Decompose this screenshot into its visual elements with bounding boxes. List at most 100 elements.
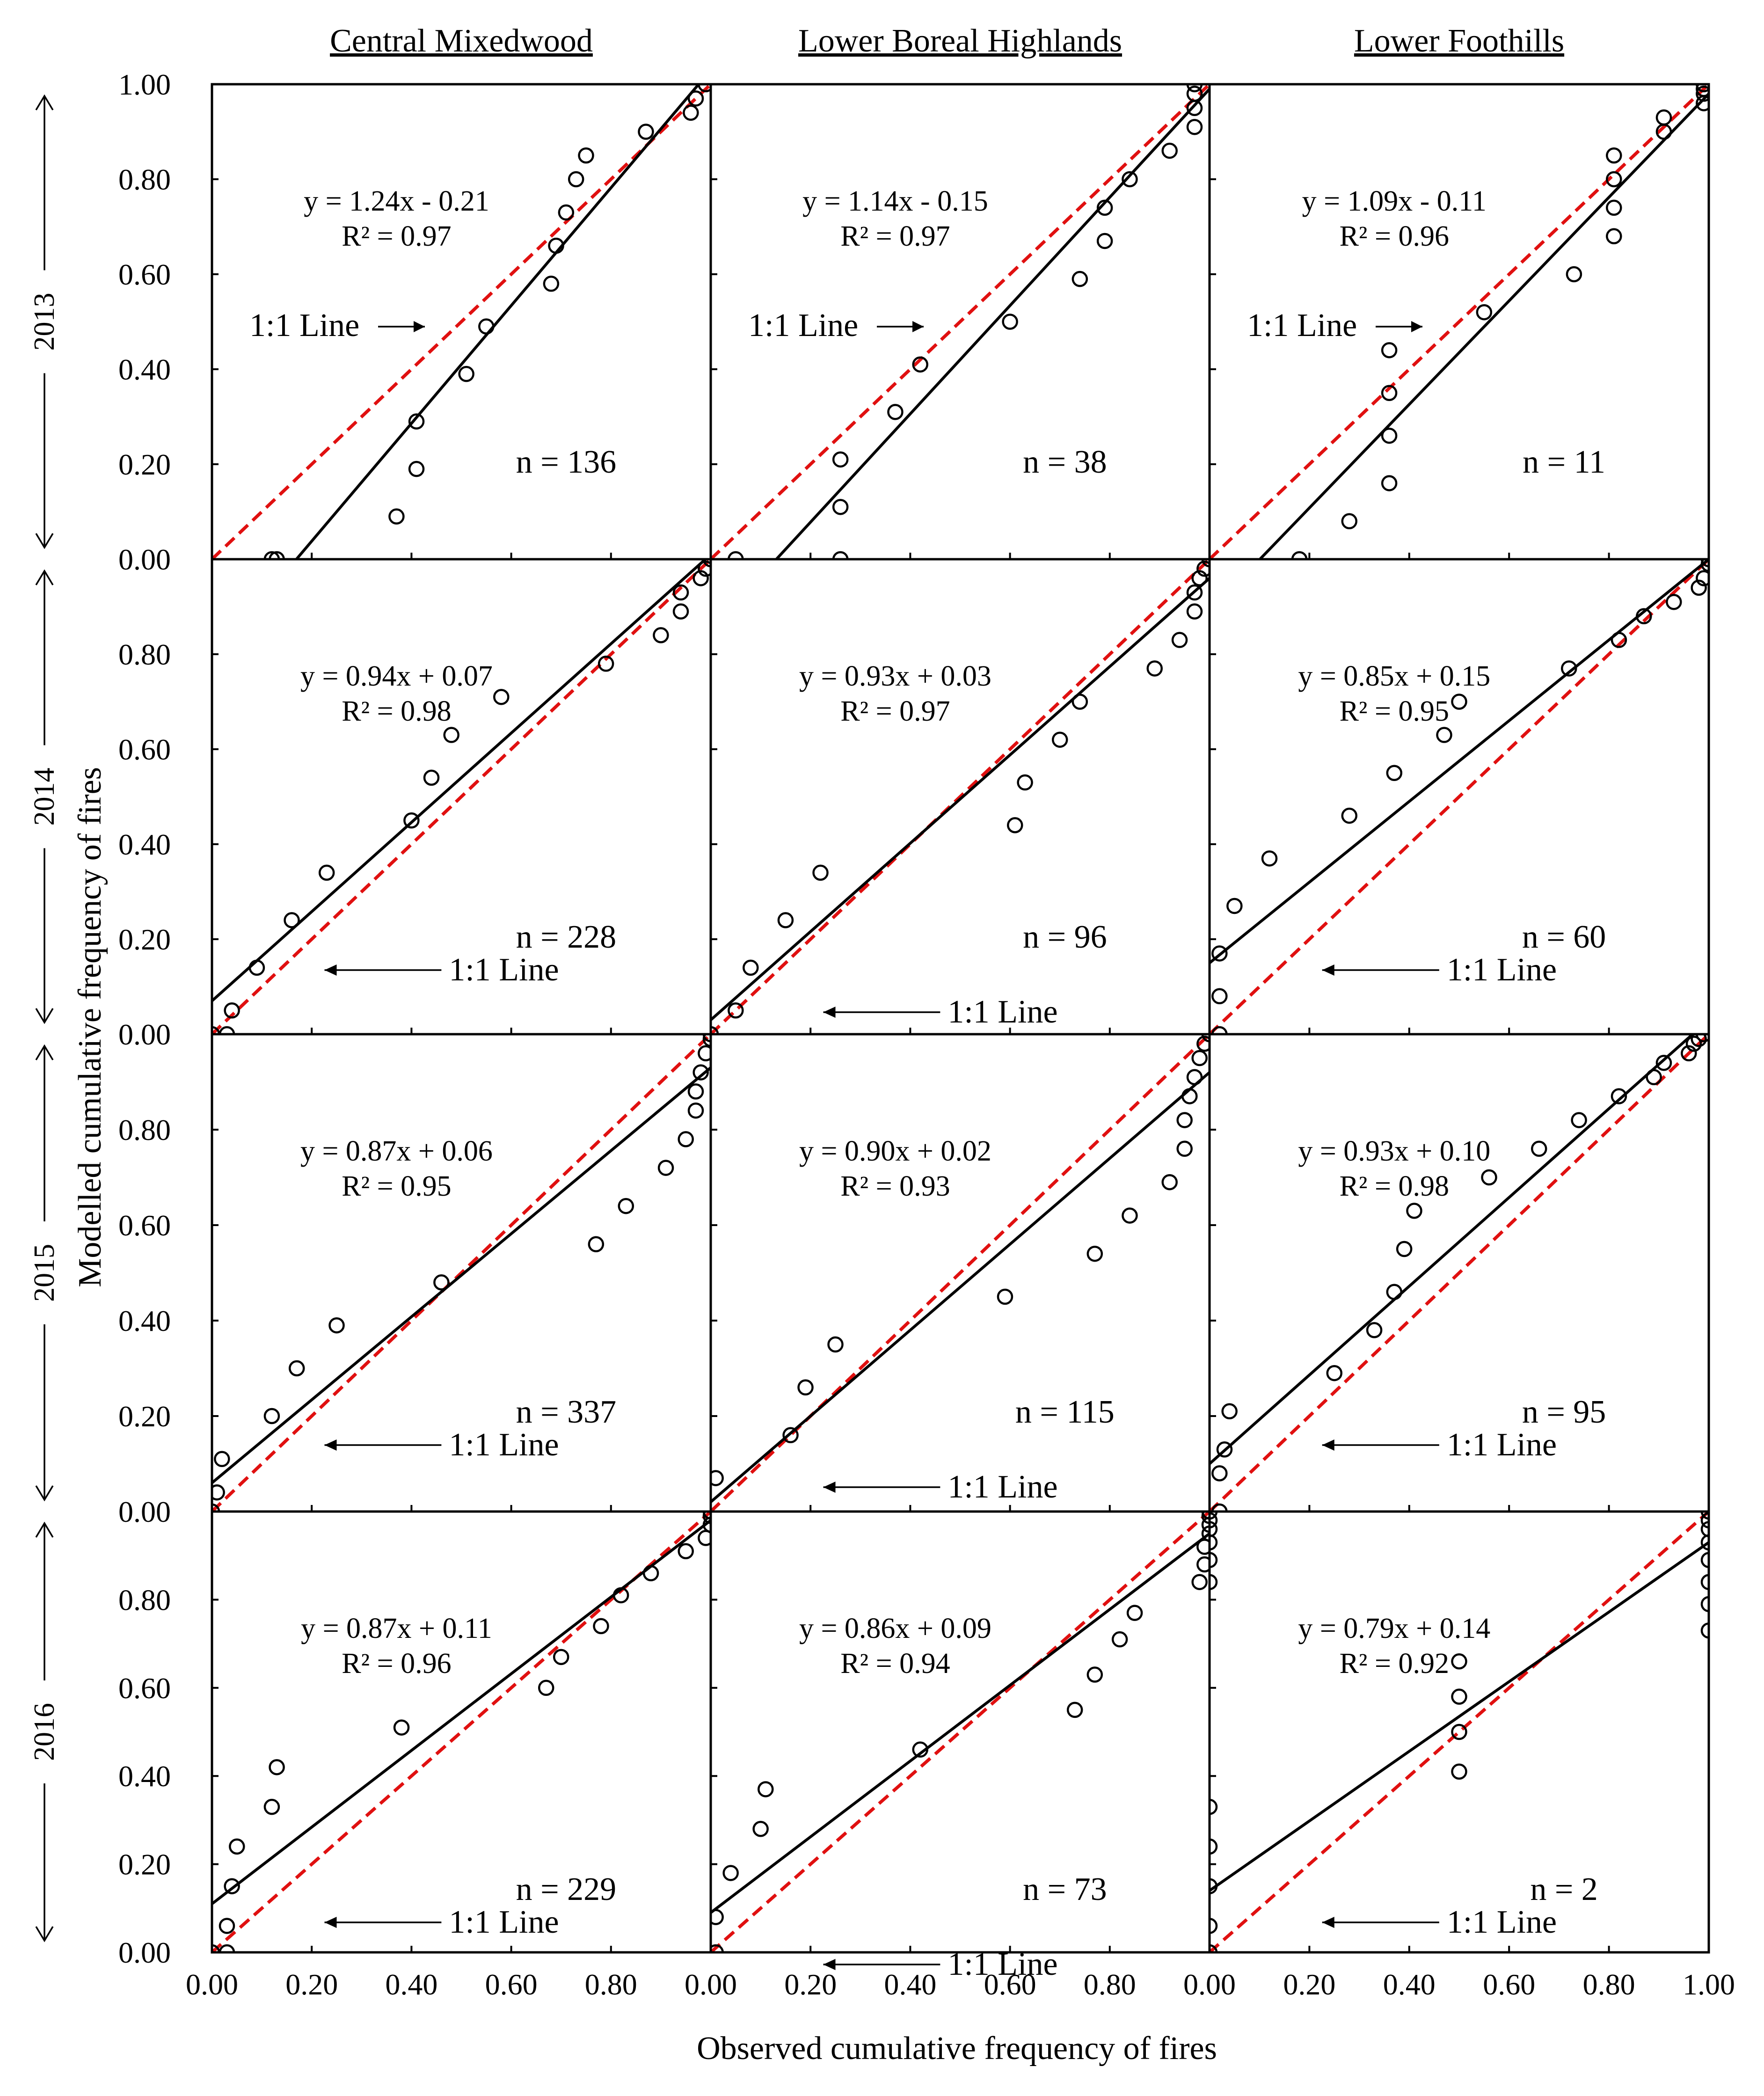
x-tick-label: 0.00 [685,1968,737,2001]
data-point [1700,1552,1709,1568]
data-point [1685,1036,1702,1052]
data-point [1681,1045,1697,1062]
data-point [1606,171,1622,188]
data-point [657,1160,674,1176]
r-squared-label: R² = 0.94 [840,1648,950,1680]
x-tick-label: 0.20 [784,1968,837,2001]
data-point [1191,1050,1208,1066]
r-squared-label: R² = 0.98 [342,695,451,727]
panel-plot-area [1210,84,1709,559]
data-point [1386,1284,1403,1300]
one-to-one-line [1210,1512,1709,1952]
panel-plot-area [1210,1034,1709,1512]
data-point [702,1034,711,1047]
annotation-arrow-head [1322,1917,1334,1928]
sample-size-label: n = 337 [516,1394,616,1430]
data-point [1210,1534,1218,1551]
y-tick-label: 0.60 [118,1209,171,1242]
sample-size-label: n = 2 [1530,1871,1597,1907]
x-tick-label: 0.00 [1183,1968,1236,2001]
x-tick-label: 0.40 [884,1968,936,2001]
x-tick-label: 0.80 [1084,1968,1136,2001]
data-point [224,1002,240,1019]
sample-size-label: n = 228 [516,919,616,955]
panel-plot-area [1210,559,1709,1034]
sample-size-label: n = 229 [516,1871,616,1907]
data-point [1196,1556,1210,1573]
data-point [1700,1512,1709,1529]
x-tick-label: 0.60 [984,1968,1036,2001]
data-point [1122,1207,1138,1224]
year-arrow-head-up [35,94,54,110]
data-point [912,1741,928,1758]
data-point [1191,570,1208,586]
data-point [678,1543,694,1560]
annotation-arrow-head [414,321,425,332]
regression-line [212,1066,711,1484]
data-point [1326,1365,1342,1381]
data-point [1571,1112,1587,1128]
sample-size-label: n = 38 [1023,444,1107,480]
data-point [698,1045,711,1062]
data-point [1481,1169,1497,1186]
data-point [1451,1653,1467,1670]
one-to-one-annotation: 1:1 Line [823,994,1058,1030]
data-point [683,104,699,121]
panel-plot-area [212,1034,711,1512]
annotation-arrow-head [1411,321,1422,332]
sample-size-label: n = 136 [516,444,616,480]
y-tick-label: 0.60 [118,258,171,291]
regression-line [711,1532,1210,1914]
data-point [1086,1245,1103,1262]
data-point [219,1918,235,1934]
data-point [1210,1838,1218,1855]
annotation-arrow-head [823,1482,836,1493]
x-tick-label: 0.60 [1483,1968,1535,2001]
data-point [1700,1521,1709,1537]
data-point [832,551,849,559]
data-point [214,1451,230,1468]
data-point [1655,109,1672,126]
year-text: 2014 [29,768,60,826]
regression-equation: y = 0.86x + 0.09 [799,1613,991,1644]
year-arrow-head-down [35,1485,54,1502]
data-point [1451,1688,1467,1705]
r-squared-label: R² = 0.92 [1340,1648,1449,1680]
one-to-one-line [1210,559,1709,1034]
data-point [1531,1140,1547,1157]
data-point [1210,1552,1218,1568]
panel-plot-area [212,1512,711,1952]
data-point [593,1618,609,1635]
data-point [687,90,704,107]
y-tick-label: 0.20 [118,1848,171,1881]
data-point [1261,850,1278,867]
y-tick-label: 0.80 [118,1113,171,1147]
y-tick-label: 0.40 [118,1760,171,1793]
year-label-2016: 2016 [29,1521,60,1943]
data-point [443,727,459,743]
y-tick-label: 0.60 [118,733,171,766]
one-to-one-line [212,559,711,1034]
data-point [1211,988,1228,1005]
r-squared-label: R² = 0.98 [1340,1170,1449,1202]
data-point [408,413,425,430]
data-point [1176,1112,1193,1128]
data-point [1096,199,1113,216]
data-point [687,1102,704,1119]
sample-size-label: n = 96 [1023,919,1107,955]
r-squared-label: R² = 0.96 [342,1648,451,1680]
y-tick-label: 0.40 [118,828,171,861]
x-tick-label: 0.40 [1383,1968,1436,2001]
data-point [1211,1503,1228,1512]
data-point [728,1002,744,1019]
data-point [263,1798,280,1815]
data-point [263,551,280,559]
y-tick-label: 0.60 [118,1672,171,1705]
data-point [702,1512,711,1524]
panel-plot-area [212,84,711,559]
